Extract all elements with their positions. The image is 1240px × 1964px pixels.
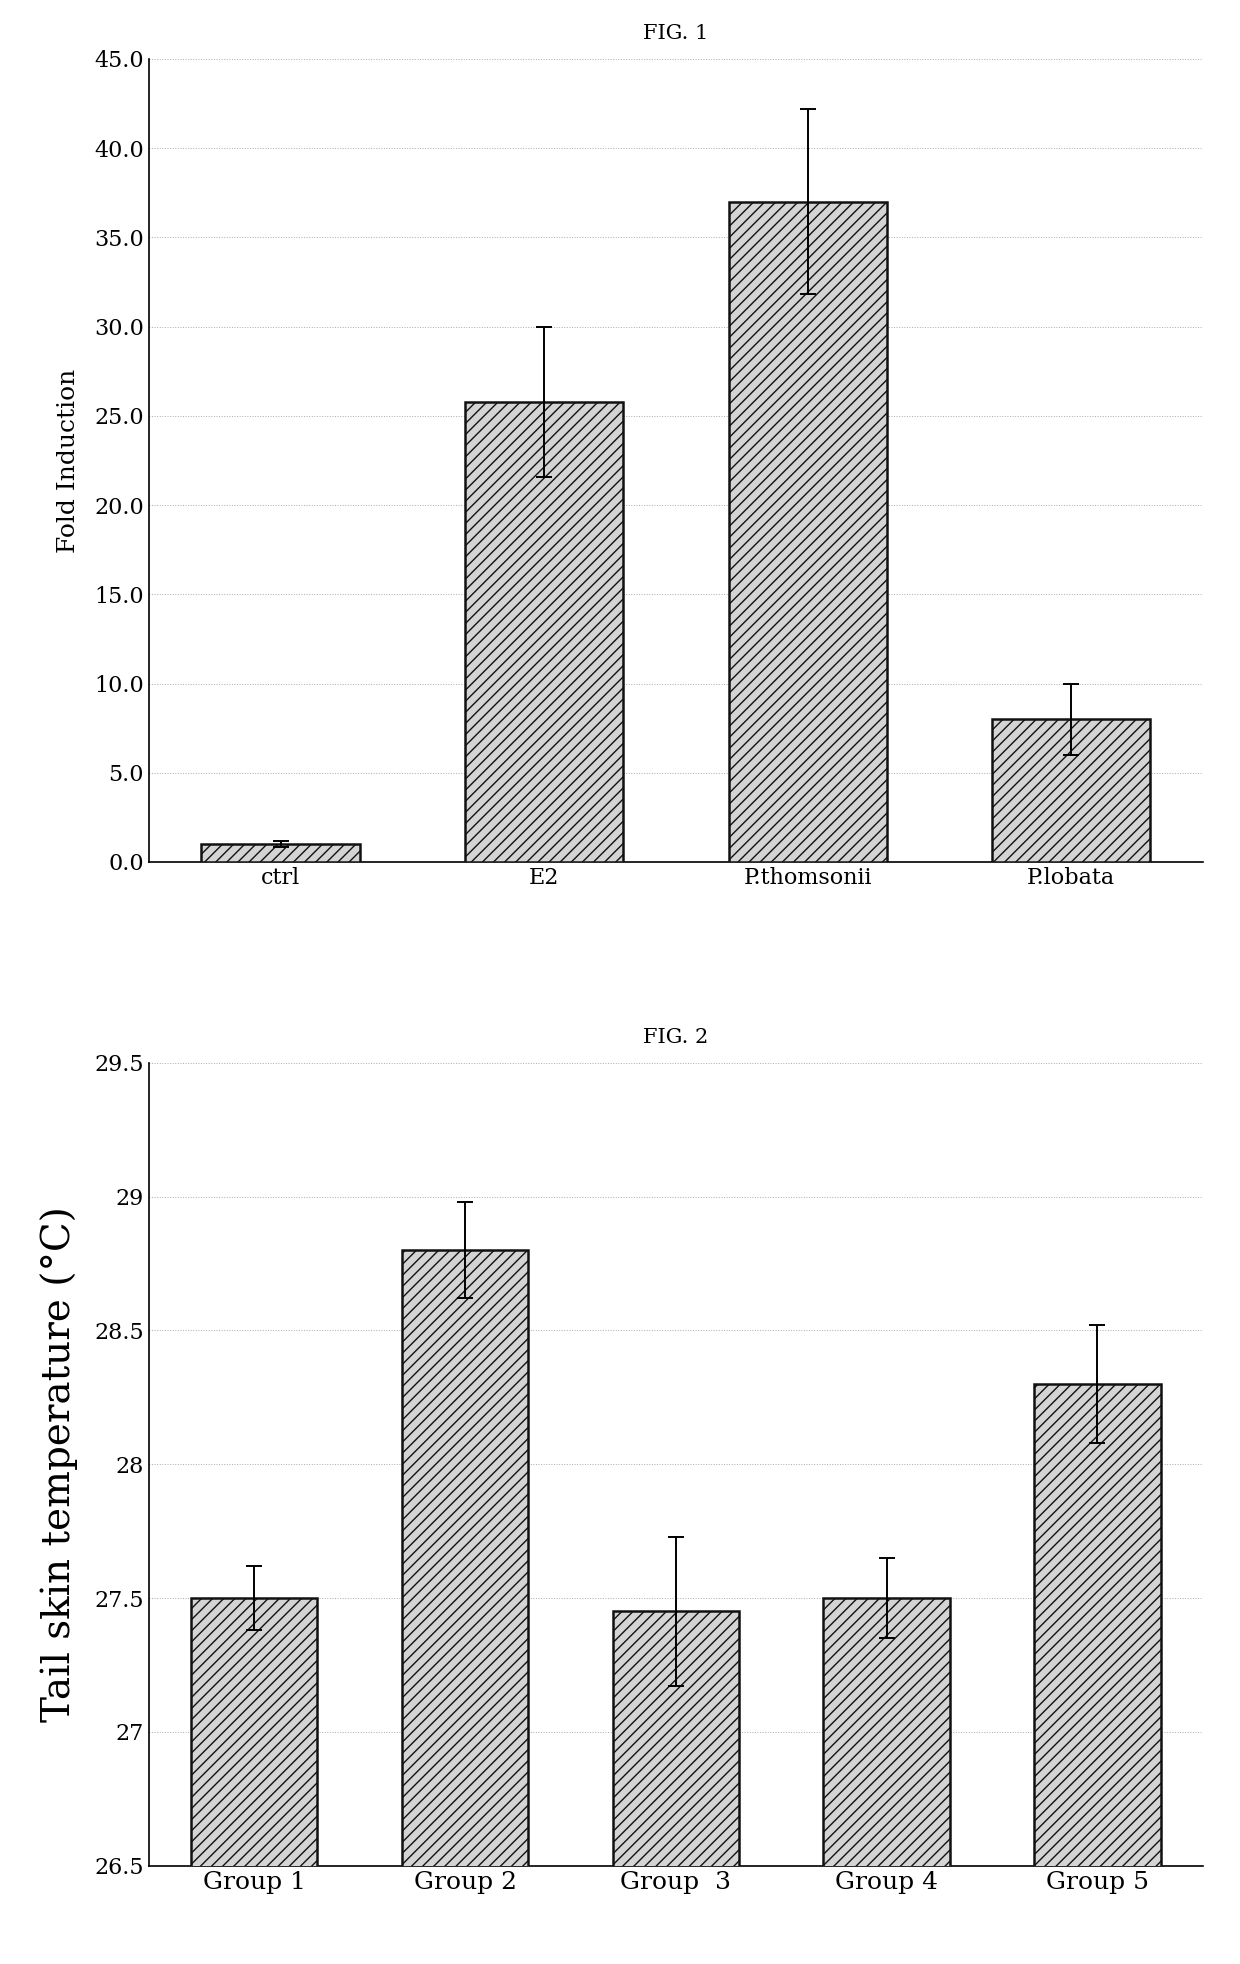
Bar (402, 1251, 528, 1964)
Title: FIG. 1: FIG. 1 (644, 24, 708, 43)
Bar (823, 1599, 950, 1964)
Bar (1034, 1385, 1161, 1964)
Bar (201, 845, 360, 862)
Bar (191, 1599, 317, 1964)
Bar (992, 719, 1149, 862)
Y-axis label: Tail skin temperature (°C): Tail skin temperature (°C) (40, 1206, 78, 1722)
Bar (729, 202, 887, 862)
Y-axis label: Fold Induction: Fold Induction (57, 369, 81, 552)
Bar (465, 401, 622, 862)
Title: FIG. 2: FIG. 2 (644, 1029, 708, 1047)
Bar (613, 1612, 739, 1964)
